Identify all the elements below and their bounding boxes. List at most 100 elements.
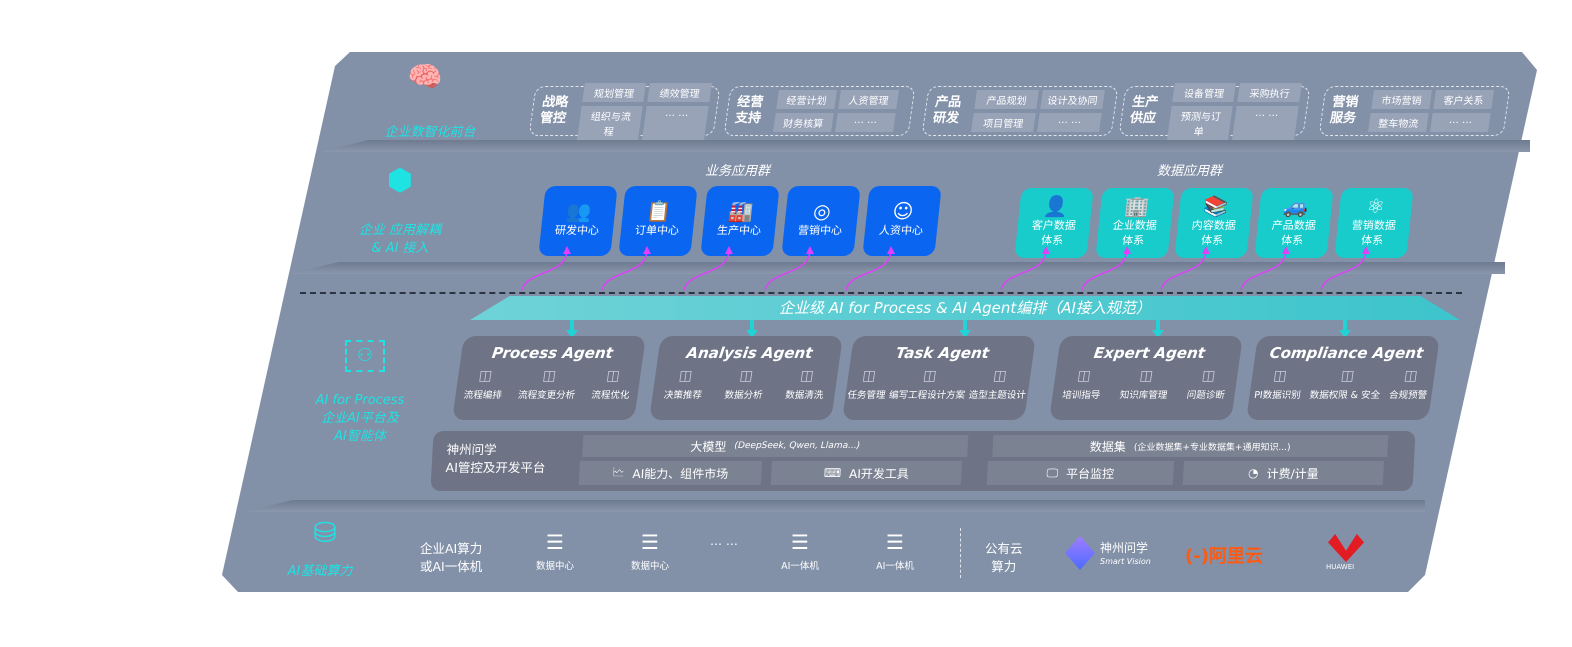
- cell-label: 计费/计量: [1266, 466, 1319, 481]
- vendor-name: 神州问学: [1100, 541, 1149, 555]
- agent-card[interactable]: Compliance Agent ◫ PI数据识别 ◫ 数据权限 & 安全 ◫ 合规预警: [1246, 336, 1440, 420]
- aliyun-logo: (-)阿里云: [1185, 546, 1263, 567]
- label-line: 企业 应用解耦: [358, 223, 442, 238]
- agent-feature: ◫ PI数据识别: [1253, 368, 1304, 401]
- enterprise-compute-label: 企业AI算力 或AI一体机: [420, 540, 482, 576]
- monitor-icon: 🖵: [1046, 465, 1059, 480]
- label-line: & AI 接入: [371, 241, 429, 256]
- feature-icon: ◫: [799, 368, 815, 384]
- feature-icon: ◫: [861, 368, 877, 384]
- cell-label: 平台监控: [1065, 466, 1115, 481]
- feature-label: 数据清洗: [784, 390, 824, 401]
- ai-dev-tools-cell[interactable]: ⌨ AI开发工具: [770, 461, 962, 485]
- feature-label: PI数据识别: [1253, 390, 1302, 401]
- feature-icon: ◫: [1339, 368, 1356, 384]
- agent-card[interactable]: Expert Agent ◫ 培训指导 ◫ 知识库管理 ◫ 问题诊断: [1049, 336, 1243, 420]
- agent-feature: ◫ 数据分析: [724, 368, 767, 401]
- connector-arrow: [601, 249, 648, 291]
- ai-layer-label: AI for Process 企业AI平台及 AI智能体: [300, 392, 420, 446]
- server-label: 数据中心: [630, 561, 669, 572]
- agent-card[interactable]: Process Agent ◫ 流程编排 ◫ 流程变更分析 ◫ 流程优化: [452, 336, 646, 420]
- arrow-head: [725, 246, 733, 254]
- agent-card[interactable]: Analysis Agent ◫ 决策推荐 ◫ 数据分析 ◫ 数据清洗: [649, 336, 843, 420]
- feature-label: 培训指导: [1061, 390, 1102, 401]
- data-apps-title: 数据应用群: [1157, 164, 1223, 179]
- person-scan-icon: ⚇: [345, 340, 385, 372]
- database-icon: ⛁: [313, 516, 337, 549]
- feature-icon: ◫: [1200, 368, 1217, 384]
- feature-icon: ◫: [922, 368, 938, 384]
- arrow-head: [1042, 246, 1050, 254]
- connector-arrow: [1160, 249, 1207, 291]
- agent-feature: ◫ 流程变更分析: [517, 368, 579, 401]
- feature-label: 流程优化: [590, 390, 631, 401]
- connector-arrow: [1320, 249, 1367, 291]
- title-line: AI管控及开发平台: [445, 460, 546, 475]
- cell-label: AI能力、组件市场: [632, 466, 729, 481]
- agent-feature: ◫ 造型主题设计: [968, 368, 1030, 401]
- agent-feature: ◫ 任务管理: [847, 368, 890, 401]
- server-label: 数据中心: [535, 561, 574, 572]
- label-line: AI智能体: [334, 429, 386, 444]
- agent-card[interactable]: Task Agent ◫ 任务管理 ◫ 编写工程设计方案 ◫ 造型主题设计: [842, 336, 1036, 420]
- server-label: AI一体机: [876, 561, 914, 572]
- server-icon: ☰: [546, 530, 564, 554]
- gauge-icon: ◔: [1247, 466, 1259, 480]
- agent-feature: ◫ 流程优化: [591, 368, 634, 401]
- dataset-cell: 数据集 (企业数据集+专业数据集+通用知识...): [992, 435, 1389, 457]
- market-icon: 🗠: [612, 464, 625, 479]
- monitor-cell[interactable]: 🖵 平台监控: [986, 461, 1174, 485]
- server-icon: ☰: [791, 530, 809, 554]
- dashed-divider: [300, 292, 1462, 294]
- connector-arrow: [683, 249, 730, 291]
- feature-label: 数据分析: [723, 390, 764, 401]
- agent-feature: ◫ 决策推荐: [663, 368, 706, 401]
- label-line: 公有云: [985, 541, 1023, 556]
- billing-cell[interactable]: ◔ 计费/计量: [1182, 461, 1384, 485]
- brain-icon: 🧠: [407, 60, 443, 93]
- feature-label: 合规预警: [1388, 390, 1428, 401]
- connector-arrow: [1081, 249, 1128, 291]
- feature-label: 数据权限 & 安全: [1308, 390, 1381, 401]
- model-note: (DeepSeek, Qwen, Llama...): [734, 441, 861, 451]
- agent-name: Process Agent: [490, 344, 615, 362]
- agent-feature: ◫ 数据权限 & 安全: [1309, 368, 1384, 401]
- divider: [290, 262, 1505, 274]
- agent-feature: ◫ 问题诊断: [1186, 368, 1229, 401]
- ai-market-cell[interactable]: 🗠 AI能力、组件市场: [578, 461, 762, 485]
- arrow-head: [806, 246, 814, 254]
- label-line: 算力: [991, 559, 1017, 574]
- agent-feature: ◫ 流程编排: [463, 368, 506, 401]
- server: ☰ 数据中心: [615, 530, 685, 572]
- vendor-name: 阿里云: [1208, 546, 1263, 567]
- feature-label: 流程变更分析: [517, 390, 576, 401]
- label-line: 或AI一体机: [420, 559, 483, 574]
- dataset-note: (企业数据集+专业数据集+通用知识...): [1133, 442, 1291, 453]
- server: ☰ AI一体机: [765, 530, 835, 572]
- server: ☰ AI一体机: [860, 530, 930, 572]
- connector-arrow: [1000, 249, 1047, 291]
- arrow-head: [563, 246, 571, 254]
- feature-label: 决策推荐: [663, 390, 703, 401]
- feature-icon: ◫: [477, 368, 494, 384]
- arrow-head: [1282, 246, 1290, 254]
- feature-label: 流程编排: [462, 390, 503, 401]
- label-line: 企业AI平台及: [321, 411, 399, 426]
- server-label: AI一体机: [781, 561, 819, 572]
- agent-feature: ◫ 知识库管理: [1119, 368, 1171, 401]
- model-cell: 大模型 (DeepSeek, Qwen, Llama...): [582, 435, 969, 457]
- agent-feature: ◫ 编写工程设计方案: [888, 368, 969, 401]
- feature-label: 任务管理: [846, 390, 887, 401]
- connector-arrow: [1240, 249, 1287, 291]
- vendor-subname: Smart Vision: [1100, 557, 1151, 566]
- dev-tools-icon: ⌨: [823, 466, 842, 480]
- agent-feature: ◫ 数据清洗: [784, 368, 827, 401]
- label-line: 企业AI算力: [420, 541, 483, 556]
- feature-label: 造型主题设计: [967, 390, 1027, 401]
- feature-label: 知识库管理: [1119, 390, 1169, 401]
- feature-label: 问题诊断: [1186, 390, 1226, 401]
- smart-vision-text: 神州问学 Smart Vision: [1100, 541, 1151, 569]
- infra-layer-label: AI基础算力: [287, 564, 353, 579]
- connector-arrow: [845, 249, 892, 291]
- feature-icon: ◫: [541, 368, 558, 384]
